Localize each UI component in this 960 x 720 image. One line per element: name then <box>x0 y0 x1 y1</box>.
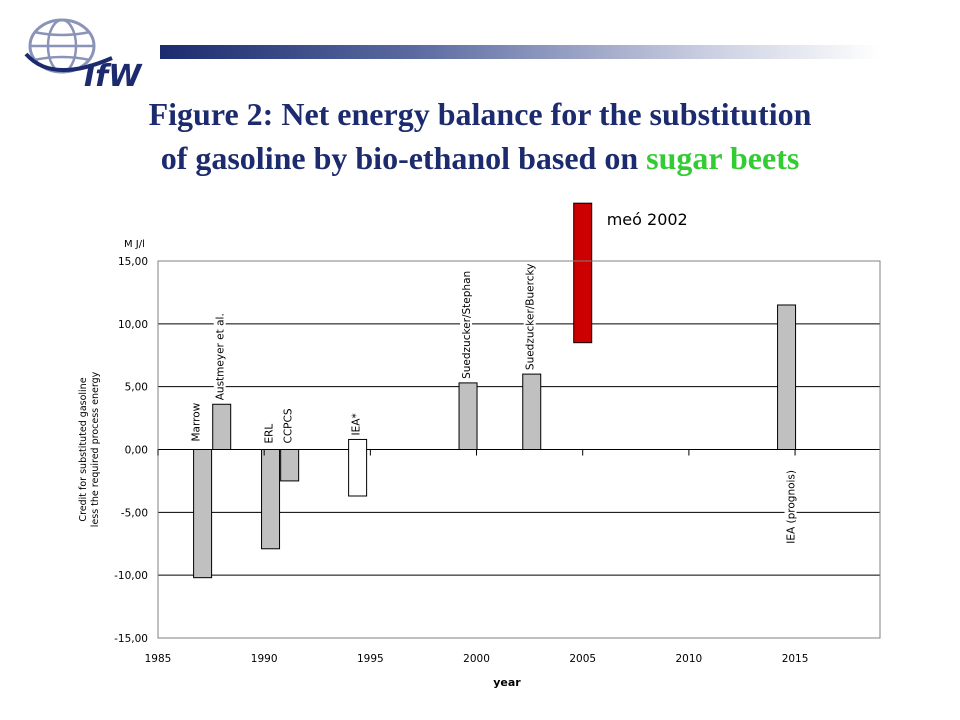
bar-label-bg <box>213 311 226 403</box>
y-axis-label-line-2: less the required process energy <box>90 371 101 527</box>
labels-layer: Marrow Austmeyer et al. ERL CCPCS IEA* Suedzu… <box>189 210 798 546</box>
x-tick-label: 1990 <box>251 653 278 665</box>
bar-label: Marrow <box>191 402 203 441</box>
bar-label: Austmeyer et al. <box>215 313 227 400</box>
y-axis-label-line-1: Credit for substituted gasoline <box>78 377 89 521</box>
x-tick-label: 1985 <box>145 653 172 665</box>
bar-label-bg <box>189 400 202 444</box>
bars-layer <box>193 202 797 579</box>
y-tick-label: -15,00 <box>114 633 148 645</box>
energy-balance-chart: Marrow Austmeyer et al. ERL CCPCS IEA* Suedzu… <box>78 202 881 689</box>
bar-label-bg <box>262 421 275 446</box>
bar <box>348 438 368 497</box>
header-bar <box>160 45 880 59</box>
bar-label: IEA* <box>351 413 363 435</box>
bar <box>280 449 300 482</box>
title-line-1: Figure 2: Net energy balance for the sub… <box>148 96 812 132</box>
bar-label-bg <box>784 467 797 546</box>
x-tick-label: 2000 <box>463 653 490 665</box>
bar-label: Suedzucker/Stephan <box>461 271 473 379</box>
y-tick-label: -5,00 <box>121 507 148 519</box>
bar <box>212 403 232 450</box>
y-axis-label: Credit for substituted gasolineless the … <box>78 371 101 527</box>
bar-label-bg <box>349 411 362 438</box>
x-tick-label: 2010 <box>676 653 703 665</box>
bar <box>261 449 281 550</box>
globe-icon: IfW <box>24 18 143 94</box>
y-tick-label: 10,00 <box>118 319 148 331</box>
y-tick-label: 0,00 <box>125 445 148 457</box>
ifw-logo: IfW <box>22 14 152 94</box>
bar-label-bg <box>523 261 536 373</box>
bar-label: ERL <box>264 424 276 444</box>
bar <box>777 304 797 450</box>
bar-label: CCPCS <box>283 408 295 443</box>
x-tick-label: 1995 <box>357 653 384 665</box>
bar <box>458 382 478 450</box>
bar <box>522 373 542 451</box>
y-tick-label: -10,00 <box>114 570 148 582</box>
x-tick-label: 2015 <box>782 653 809 665</box>
bar <box>573 202 593 344</box>
axes-layer: 15,00 10,00 5,00 0,00 -5,00 -10,00 -15,00 1985 1… <box>78 239 881 689</box>
bar-label: Suedzucker/Buercky <box>525 264 537 371</box>
logo-text: IfW <box>84 59 143 94</box>
title-line-2: of gasoline by bio-ethanol based on suga… <box>0 136 960 180</box>
x-axis-label: year <box>493 676 521 689</box>
page-title: Figure 2: Net energy balance for the sub… <box>0 92 960 180</box>
y-tick-label: 5,00 <box>125 382 148 394</box>
bar-label-bg <box>281 406 294 446</box>
title-highlight: sugar beets <box>646 140 800 176</box>
bar <box>193 449 213 579</box>
y-tick-label: 15,00 <box>118 256 148 268</box>
bar-label: meó 2002 <box>607 210 688 229</box>
title-line-2-prefix: of gasoline by bio-ethanol based on <box>160 140 647 176</box>
bar-label-bg <box>460 268 473 381</box>
x-tick-label: 2005 <box>569 653 596 665</box>
bar-label: IEA (prognois) <box>786 470 798 544</box>
y-unit-label: M J/l <box>124 239 145 250</box>
